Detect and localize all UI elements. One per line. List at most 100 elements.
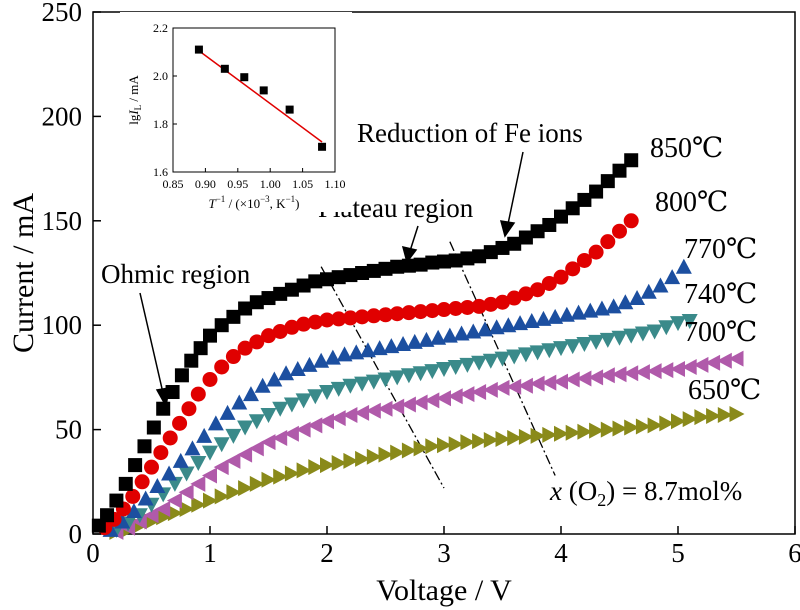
inset-y-symbol: I <box>126 110 141 116</box>
data-point <box>589 422 605 439</box>
data-point <box>378 307 393 323</box>
data-point <box>482 353 499 369</box>
data-point <box>588 244 604 260</box>
data-point <box>634 364 650 381</box>
data-point <box>694 409 710 426</box>
data-point <box>226 309 241 324</box>
data-point <box>671 413 686 430</box>
data-point <box>635 418 651 435</box>
inset-fit-line-path <box>195 47 323 143</box>
data-point <box>320 272 334 287</box>
data-point <box>670 361 685 378</box>
data-point <box>623 213 639 229</box>
data-point <box>242 386 259 402</box>
data-point <box>483 245 498 260</box>
data-point <box>146 420 161 435</box>
arrow-plateau-head <box>401 245 418 264</box>
data-point <box>495 240 510 255</box>
annotation-o2-close: ) = 8.7mol% <box>606 476 742 506</box>
data-point <box>284 465 300 482</box>
data-point <box>237 420 254 436</box>
data-point <box>436 302 452 318</box>
data-point <box>518 230 533 245</box>
data-point <box>190 475 206 492</box>
data-point <box>523 313 540 329</box>
data-point <box>273 468 289 485</box>
data-point <box>465 323 482 339</box>
data-point <box>319 413 334 430</box>
label-740c: 740℃ <box>684 279 757 310</box>
data-point <box>617 294 634 310</box>
data-point <box>172 452 189 468</box>
data-point <box>553 269 569 285</box>
inset-y-tick-label: 2.0 <box>153 69 168 83</box>
inset-x-mid: / (×10 <box>225 196 260 211</box>
data-point <box>729 405 745 422</box>
inset-x-unit: , K <box>270 196 287 211</box>
data-point <box>225 452 241 469</box>
data-point <box>506 378 522 395</box>
data-point <box>202 467 217 484</box>
data-point <box>482 381 498 398</box>
data-point <box>191 496 207 513</box>
data-point <box>213 459 229 476</box>
data-point <box>190 456 207 472</box>
data-point <box>430 329 447 345</box>
data-point <box>377 372 394 388</box>
data-point <box>272 429 288 446</box>
data-point <box>634 326 651 342</box>
data-point <box>366 448 382 465</box>
data-point <box>541 374 557 391</box>
inset-x-exp2: −3 <box>260 194 270 204</box>
y-tick-label: 250 <box>42 0 83 27</box>
data-point <box>284 282 299 297</box>
data-point <box>308 274 323 289</box>
data-point <box>336 346 353 362</box>
data-point <box>354 376 371 392</box>
data-point <box>400 368 417 384</box>
inset-y-axis-label: lgIL / mA <box>126 75 143 125</box>
data-point <box>238 480 254 497</box>
data-point <box>324 349 341 365</box>
data-point <box>343 268 358 283</box>
data-point <box>278 365 295 381</box>
inset-data-point <box>240 73 249 82</box>
x-tick-label: 0 <box>86 538 100 568</box>
series-800℃ <box>97 213 639 536</box>
data-point <box>307 417 323 434</box>
data-point <box>203 492 218 509</box>
data-point <box>181 401 197 417</box>
annotation-fe-reduction: Reduction of Fe ions <box>357 118 583 148</box>
data-point <box>413 304 429 320</box>
data-point <box>203 328 217 343</box>
data-point <box>542 217 557 232</box>
x-tick-label: 4 <box>554 538 568 568</box>
data-point <box>624 419 640 436</box>
data-point <box>366 308 382 324</box>
data-point <box>155 500 171 517</box>
data-point <box>716 352 732 369</box>
data-point <box>296 316 312 332</box>
data-point <box>577 423 593 440</box>
data-point <box>611 366 627 383</box>
data-point <box>237 340 253 356</box>
data-point <box>553 373 568 390</box>
annotation-oxygen-fraction: x (O2) = 8.7mol% <box>549 476 742 510</box>
data-point <box>472 433 488 450</box>
data-point <box>213 437 230 453</box>
inset-data-point <box>259 86 268 95</box>
data-point <box>530 427 546 444</box>
data-point <box>237 446 253 463</box>
data-point <box>472 249 487 264</box>
data-point <box>260 434 276 451</box>
data-point <box>365 402 381 419</box>
data-point <box>219 404 236 420</box>
data-point <box>134 474 150 490</box>
data-point <box>612 420 628 437</box>
data-point <box>495 430 511 447</box>
data-point <box>137 490 154 506</box>
data-point <box>582 302 599 318</box>
data-point <box>249 475 265 492</box>
data-point <box>447 388 463 405</box>
data-point <box>320 457 335 474</box>
